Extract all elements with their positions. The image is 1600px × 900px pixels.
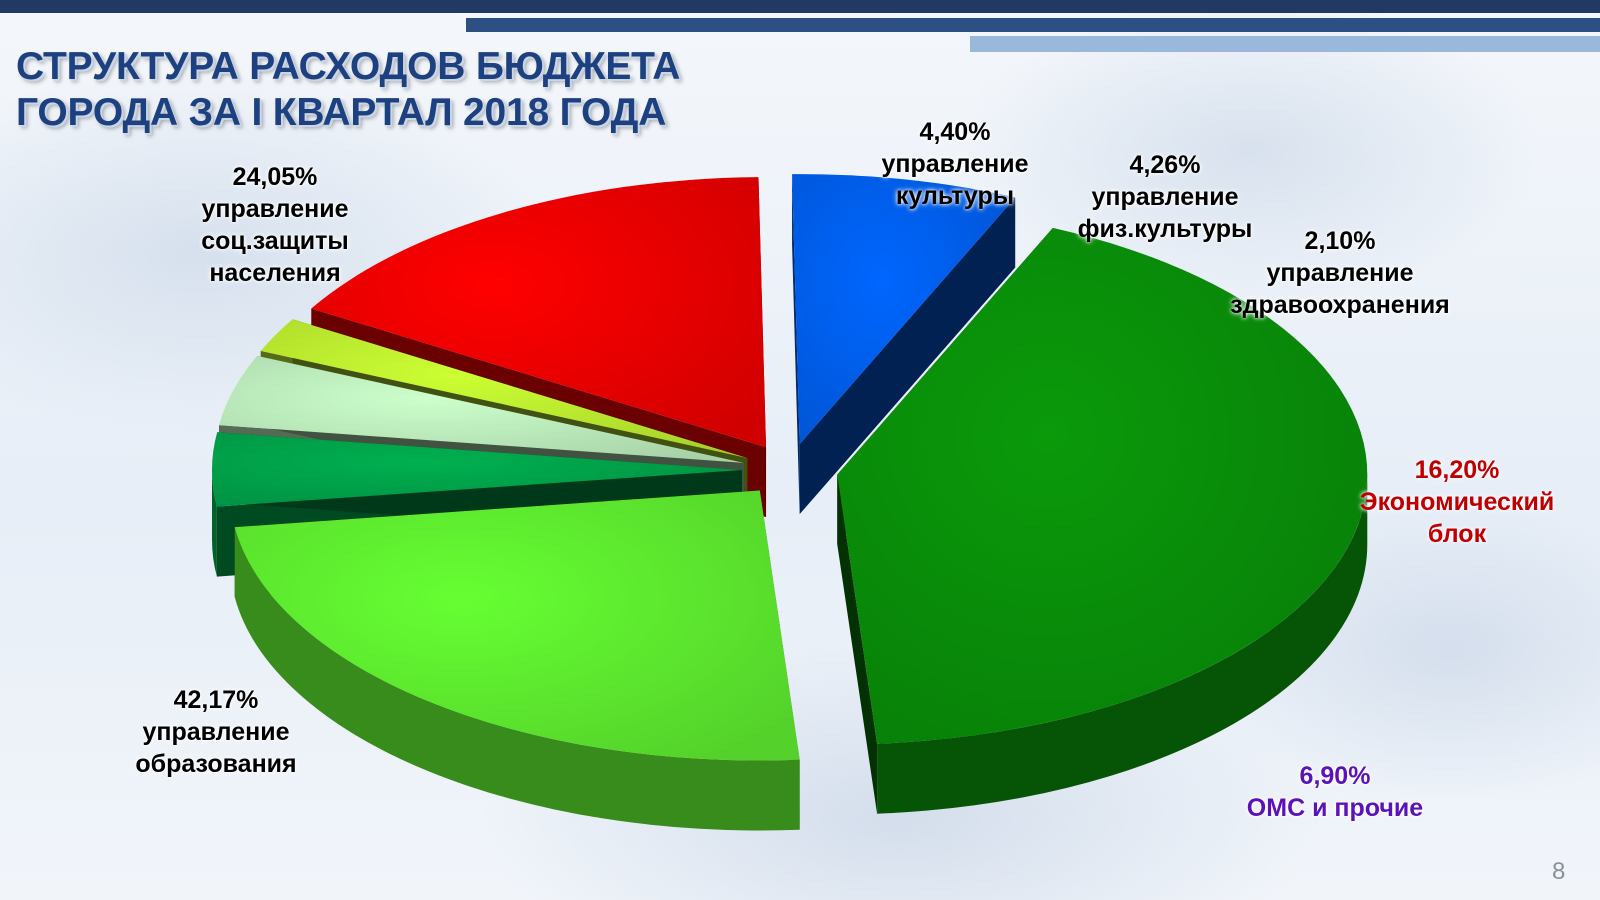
slice-label-social-protection: 24,05% управление соц.защиты населения [160, 161, 390, 289]
slice-value-label: 16,20% [1414, 456, 1500, 484]
pie-outer-wall [234, 527, 800, 831]
slice-value-label: 4,40% [919, 118, 991, 146]
slice-name-line: физ.культуры [1077, 215, 1253, 243]
slice-value-label: 6,90% [1299, 762, 1371, 790]
slice-label-education: 42,17% управление образования [96, 684, 336, 780]
slice-value-label: 42,17% [173, 686, 259, 714]
pie-slice-5 [311, 177, 767, 448]
slice-name-line: культуры [895, 182, 1015, 210]
slice-value-label: 2,10% [1304, 227, 1376, 255]
slice-name-line: управление [881, 150, 1029, 178]
pie-slice-1 [234, 490, 800, 761]
slice-label-oms-other: 6,90% ОМС и прочие [1220, 760, 1450, 824]
header-bar-medium [466, 18, 1600, 32]
pie-top-faces [212, 174, 1368, 761]
slice-label-economic-block: 16,20% Экономический блок [1342, 454, 1572, 550]
slice-value-label: 4,26% [1129, 151, 1201, 179]
slice-name-line: управление [142, 718, 290, 746]
pie-radial-wall [792, 174, 800, 515]
slice-name-line: управление [1266, 259, 1414, 287]
slide-title: СТРУКТУРА РАСХОДОВ БЮДЖЕТА ГОРОДА ЗА I К… [16, 44, 776, 136]
slice-name-line: Экономический [1359, 488, 1555, 516]
page-number: 8 [1552, 858, 1566, 885]
pie-slice-4 [260, 319, 748, 458]
slice-label-culture: 4,40% управление культуры [845, 116, 1065, 212]
slice-name-line: блок [1427, 520, 1487, 548]
pie-radial-wall [799, 197, 1016, 515]
slice-label-healthcare: 2,10% управление здравоохранения [1205, 225, 1475, 321]
pie-slice-2 [212, 432, 743, 507]
slice-label-sports: 4,26% управление физ.культуры [1045, 149, 1285, 245]
slice-name-line: образования [135, 750, 297, 778]
pie-slice-0 [837, 227, 1368, 744]
slice-name-line: населения [209, 259, 341, 287]
slice-value-label: 24,05% [232, 163, 318, 191]
slice-name-line: управление [1091, 183, 1239, 211]
slice-name-line: здравоохранения [1230, 291, 1450, 319]
slice-name-line: управление [201, 195, 349, 223]
slide-title-line-2: ГОРОДА ЗА I КВАРТАЛ 2018 ГОДА [16, 91, 667, 134]
pie-slice-3 [218, 355, 744, 463]
pie-outer-wall [212, 469, 217, 577]
pie-radial-wall [837, 474, 878, 814]
slice-name-line: соц.защиты [201, 227, 349, 255]
pie-outer-wall [877, 474, 1368, 814]
pie-slice-6 [792, 174, 1016, 445]
header-bar-dark [0, 0, 1600, 13]
slice-name-line: ОМС и прочие [1246, 794, 1424, 822]
slide-title-line-1: СТРУКТУРА РАСХОДОВ БЮДЖЕТА [16, 45, 681, 88]
header-bar-light [970, 36, 1600, 52]
